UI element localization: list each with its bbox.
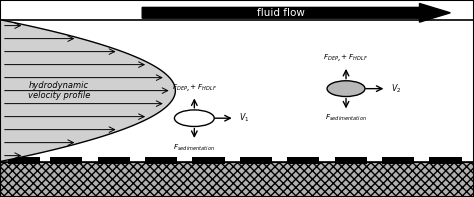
Text: $F_{DEP_z} + F_{HDLF}$: $F_{DEP_z} + F_{HDLF}$ [172, 83, 217, 94]
Text: $F_{sedimentation}$: $F_{sedimentation}$ [173, 143, 216, 153]
Bar [50, 157, 82, 164]
Bar [0, 20, 474, 162]
Polygon shape [0, 20, 175, 162]
Text: hydrodynamic
velocity profile: hydrodynamic velocity profile [28, 81, 91, 100]
Bar [240, 157, 272, 164]
Circle shape [327, 81, 365, 97]
Bar [8, 157, 40, 164]
Bar [382, 157, 414, 164]
Text: fluid flow: fluid flow [257, 8, 305, 18]
Bar [335, 157, 367, 164]
Bar [0, 162, 474, 197]
Bar [145, 157, 177, 164]
Text: $F_{sedimentation}$: $F_{sedimentation}$ [325, 113, 367, 124]
Bar [192, 157, 225, 164]
Text: $V_2$: $V_2$ [391, 82, 401, 95]
Circle shape [174, 110, 214, 126]
Bar [287, 157, 319, 164]
FancyArrow shape [142, 4, 450, 22]
Text: $V_1$: $V_1$ [239, 112, 250, 125]
Bar [98, 157, 130, 164]
Text: $F_{DEP_z} + F_{HDLF}$: $F_{DEP_z} + F_{HDLF}$ [323, 53, 369, 64]
Bar [429, 157, 462, 164]
